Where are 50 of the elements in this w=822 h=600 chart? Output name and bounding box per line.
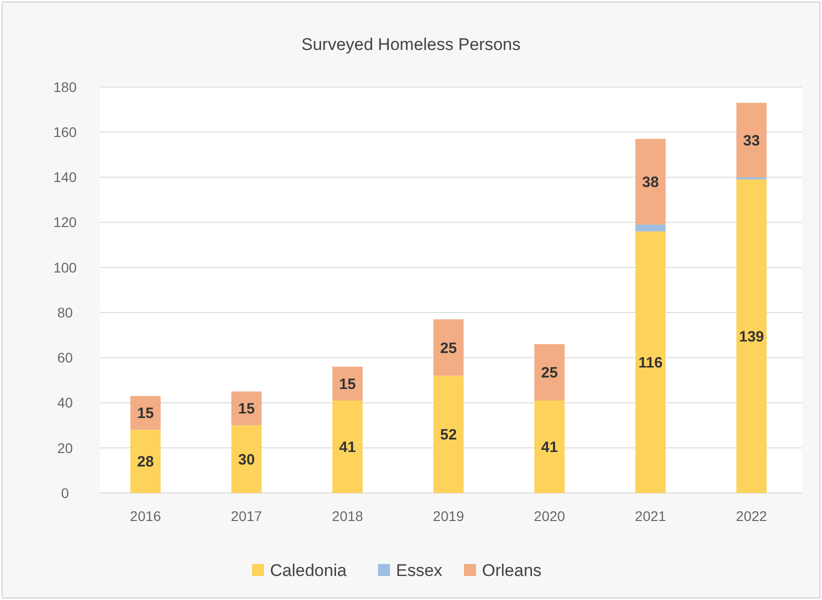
bar [130, 396, 161, 430]
y-tick-label: 60 [57, 350, 73, 366]
bar [736, 179, 767, 493]
bar [635, 224, 666, 232]
bar [231, 392, 262, 426]
y-tick-label: 0 [61, 484, 70, 501]
y-tick-label: 180 [53, 78, 77, 95]
y-tick-label: 100 [53, 259, 77, 276]
x-tick-label: 2019 [432, 508, 464, 524]
x-tick-label: 2021 [634, 508, 666, 524]
data-label: 15 [238, 400, 255, 418]
bar [433, 376, 464, 493]
x-tick-label: 2017 [230, 508, 262, 524]
legend-label: Caledonia [270, 560, 348, 580]
bar [332, 366, 363, 401]
bar [130, 430, 161, 493]
bar [534, 400, 565, 493]
data-label: 33 [743, 132, 760, 150]
data-label: 30 [238, 451, 255, 468]
data-label: 41 [541, 439, 558, 456]
data-label: 25 [440, 340, 457, 357]
x-tick-label: 2020 [534, 508, 566, 524]
bar [433, 319, 464, 376]
x-tick-label: 2016 [130, 508, 162, 524]
data-label: 25 [541, 364, 558, 382]
y-tick-label: 140 [53, 169, 77, 186]
x-tick-label: 2018 [332, 508, 364, 524]
data-label: 15 [339, 376, 356, 393]
data-label: 116 [638, 354, 663, 372]
legend-label: Essex [396, 560, 443, 580]
y-tick-label: 120 [53, 214, 77, 230]
bar [332, 400, 363, 493]
data-label: 38 [642, 174, 659, 191]
legend-label: Orleans [482, 560, 542, 580]
bar [736, 102, 767, 178]
x-tick-label: 2022 [736, 508, 768, 524]
data-label: 139 [738, 328, 764, 346]
chart-title: Surveyed Homeless Persons [301, 35, 521, 54]
y-tick-label: 20 [57, 440, 73, 456]
bar [635, 138, 666, 225]
y-tick-label: 160 [53, 124, 77, 140]
y-tick-label: 40 [57, 394, 73, 411]
bar [534, 344, 565, 401]
data-label: 28 [137, 454, 154, 471]
data-label: 52 [440, 426, 457, 444]
data-label: 15 [137, 405, 154, 422]
data-label: 41 [339, 439, 356, 456]
y-tick-label: 80 [57, 304, 73, 320]
bar [231, 425, 262, 493]
bar [635, 231, 666, 493]
